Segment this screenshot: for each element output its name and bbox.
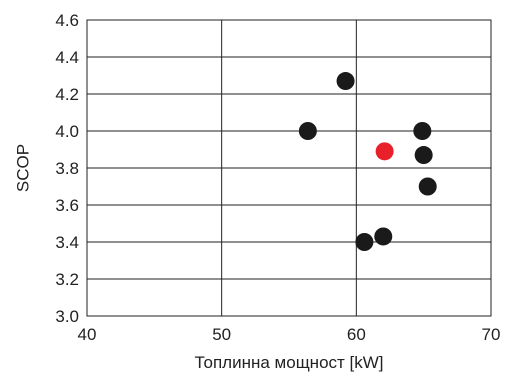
data-point xyxy=(414,146,433,165)
y-tick-label: 3.0 xyxy=(55,307,79,326)
x-axis-ticks: 40 50 60 70 xyxy=(78,325,501,344)
y-tick-label: 4.0 xyxy=(55,122,79,141)
data-point xyxy=(355,233,374,251)
data-point xyxy=(298,122,317,140)
data-point xyxy=(413,122,432,140)
x-tick-label: 50 xyxy=(212,325,231,344)
data-point xyxy=(374,227,393,246)
x-tick-label: 40 xyxy=(78,325,97,344)
y-tick-label: 4.6 xyxy=(55,11,79,30)
highlighted-data-point xyxy=(375,142,394,161)
y-tick-label: 3.6 xyxy=(55,196,79,215)
y-tick-label: 3.4 xyxy=(55,233,79,252)
plot-frame xyxy=(86,19,492,317)
y-tick-label: 4.2 xyxy=(55,85,79,104)
data-point xyxy=(418,177,437,196)
y-tick-label: 4.4 xyxy=(55,48,79,67)
data-point xyxy=(336,72,355,91)
x-tick-label: 60 xyxy=(347,325,366,344)
y-tick-label: 3.2 xyxy=(55,270,79,289)
y-axis-title: SCOP xyxy=(13,144,32,192)
data-points xyxy=(298,72,437,251)
x-axis-title: Топлинна мощност [kW] xyxy=(194,353,383,372)
y-axis-ticks: 3.0 3.2 3.4 3.6 3.8 4.0 4.2 4.4 4.6 xyxy=(55,11,79,326)
y-tick-label: 3.8 xyxy=(55,159,79,178)
x-tick-label: 70 xyxy=(482,325,501,344)
